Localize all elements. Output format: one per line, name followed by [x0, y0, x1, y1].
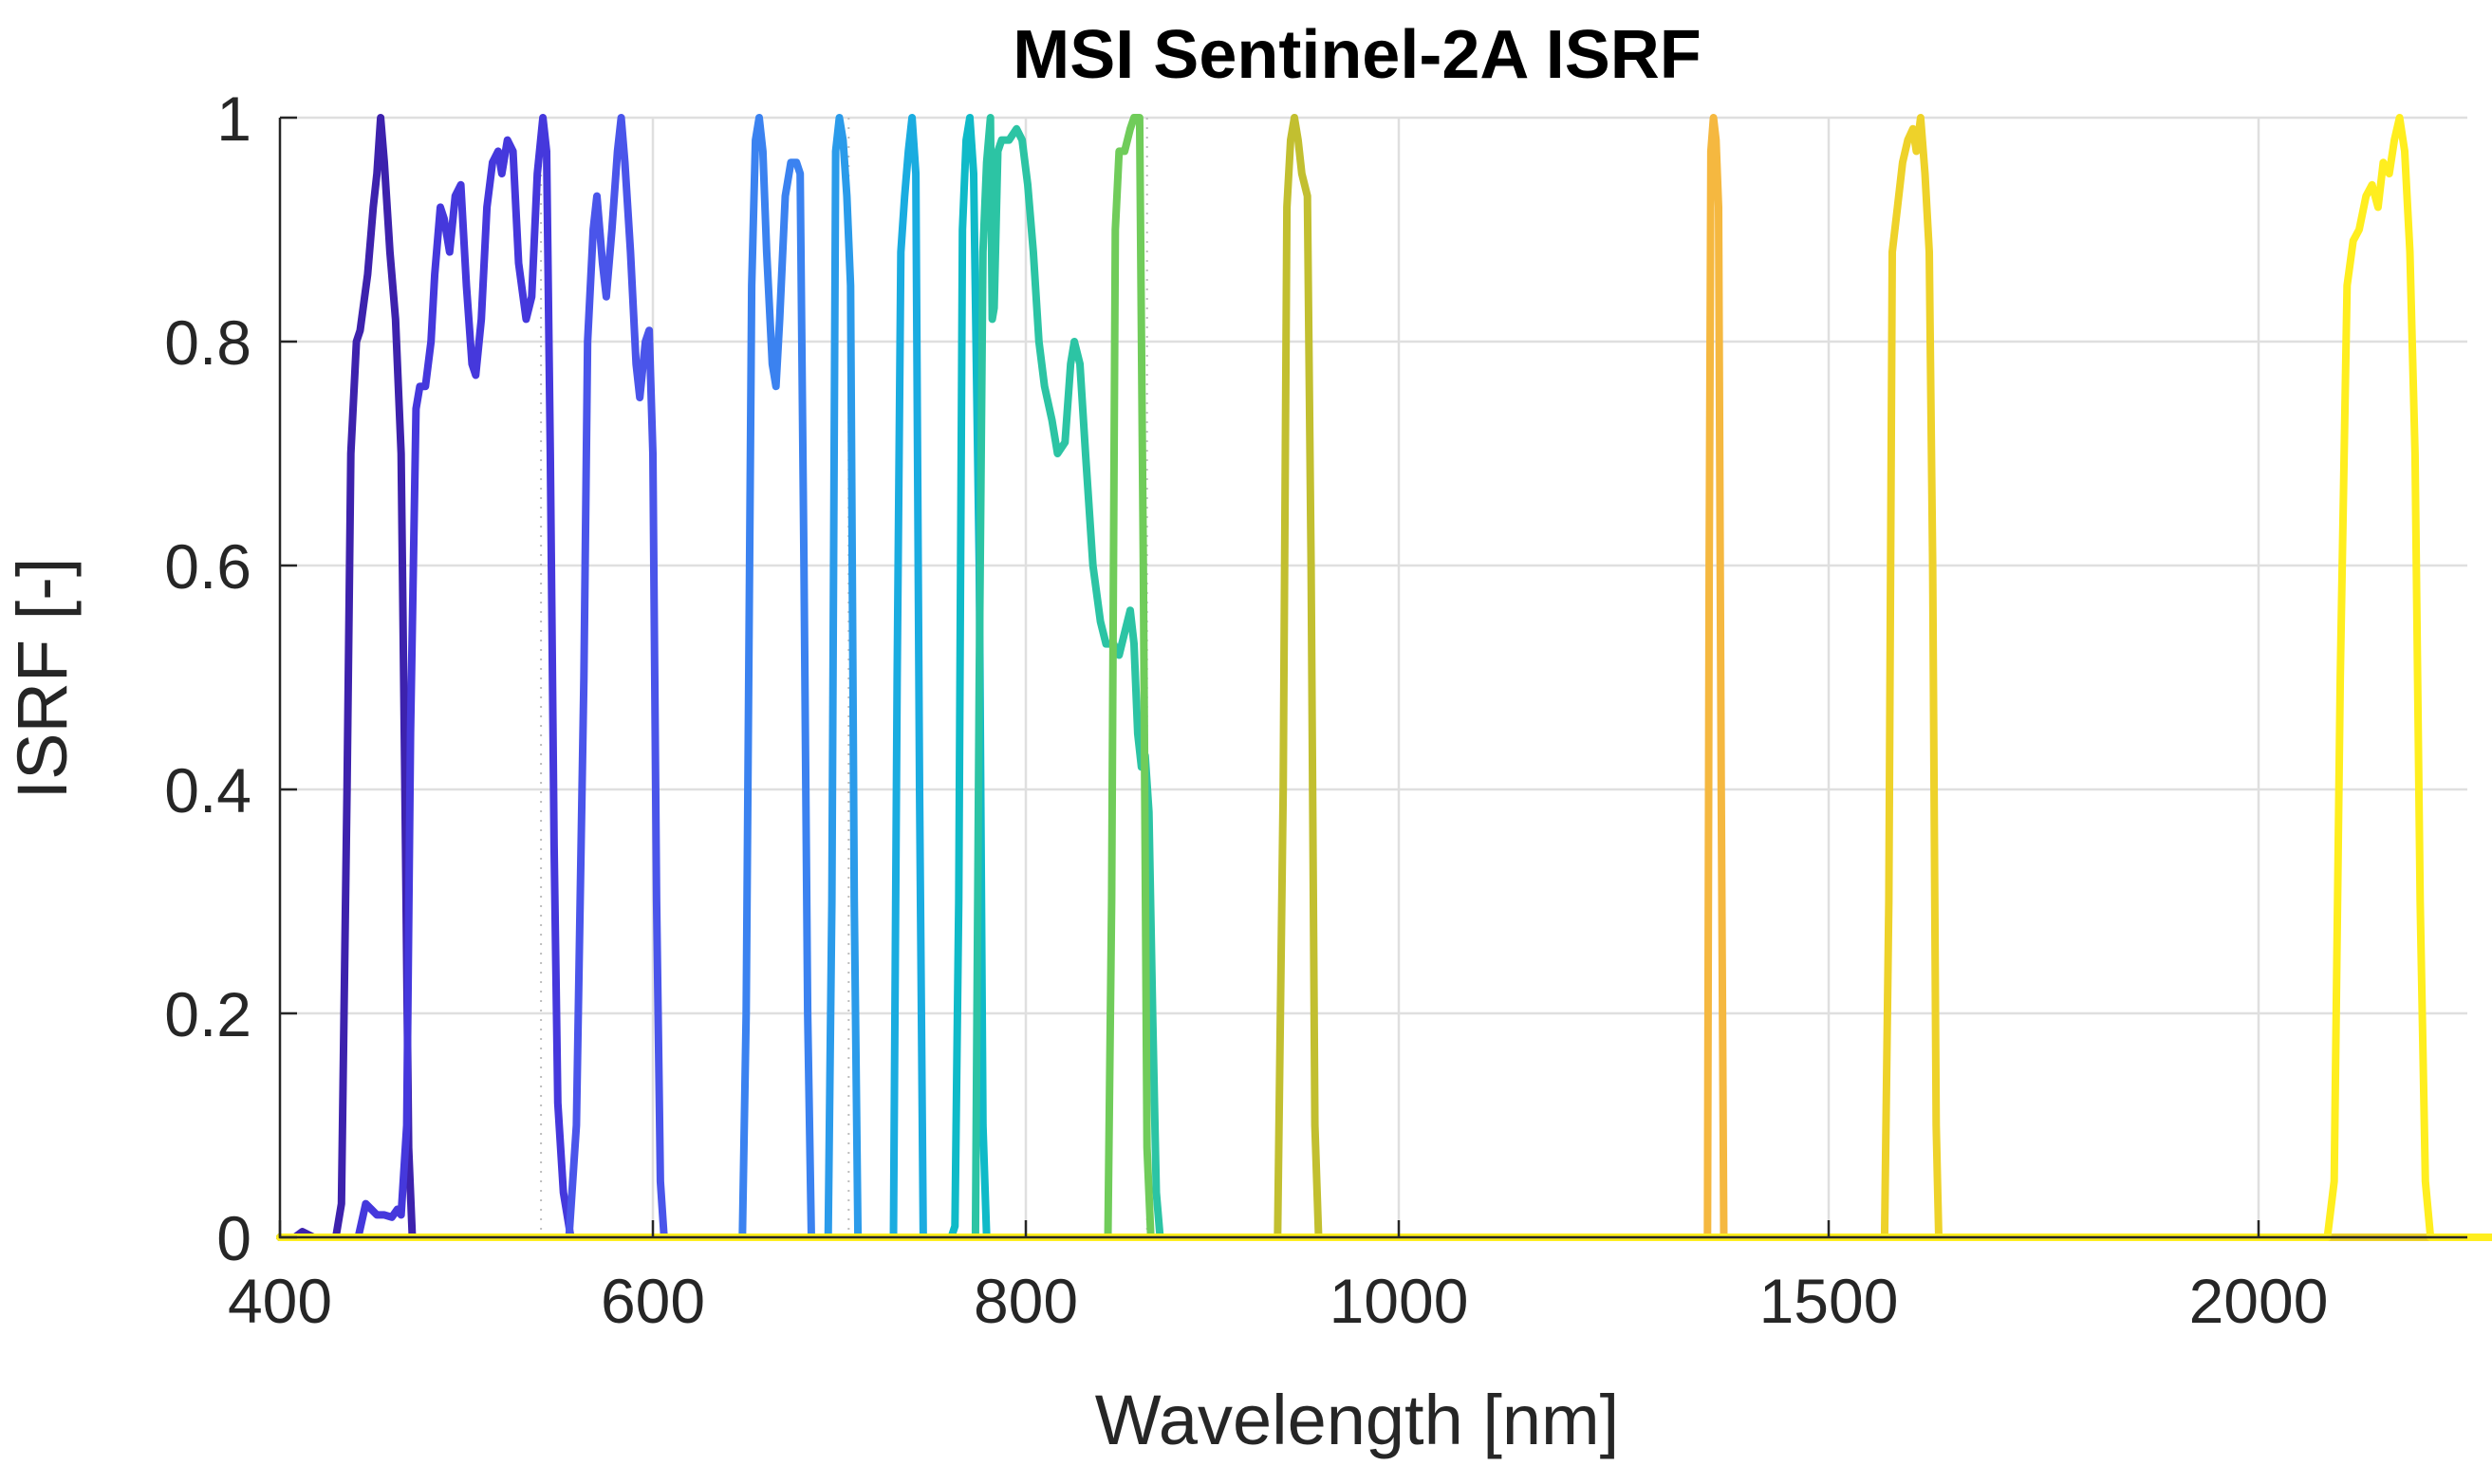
- chart-title: MSI Sentinel-2A ISRF: [1013, 17, 1701, 93]
- series-line-b8: [276, 114, 2492, 1241]
- series-line-b4: [276, 114, 2492, 1241]
- y-tick-label: 1: [216, 83, 251, 154]
- x-tick-label: 800: [974, 1266, 1078, 1336]
- tick-marks: [278, 116, 2260, 1239]
- series-line-b2: [276, 114, 2492, 1241]
- series-line-b3: [276, 114, 2492, 1241]
- series-group: [276, 114, 2492, 1241]
- y-tick-label: 0.2: [164, 979, 251, 1049]
- series-line-b12: [276, 114, 2492, 1241]
- x-tick-labels: 400 600 800 1000 1500 2000: [228, 1266, 2328, 1336]
- series-line-b7: [276, 114, 2492, 1241]
- series-line-b5: [276, 114, 2492, 1241]
- y-tick-labels: 0 0.2 0.4 0.6 0.8 1: [164, 83, 251, 1273]
- x-tick-label: 1000: [1330, 1266, 1469, 1336]
- y-axis-label: ISRF [-]: [3, 558, 82, 800]
- series-line-b9: [276, 114, 2492, 1241]
- x-axis-label: Wavelength [nm]: [1095, 1381, 1620, 1459]
- series-line-b6: [276, 114, 2492, 1241]
- x-tick-label: 600: [601, 1266, 705, 1336]
- y-tick-label: 0: [216, 1203, 251, 1273]
- x-tick-label: 2000: [2189, 1266, 2329, 1336]
- y-tick-label: 0.8: [164, 307, 251, 378]
- y-tick-label: 0.4: [164, 755, 251, 825]
- y-tick-label: 0.6: [164, 531, 251, 602]
- series-line-b10: [276, 114, 2492, 1241]
- series-line-b8a: [276, 114, 2492, 1241]
- series-line-b11: [276, 114, 2492, 1241]
- x-tick-label: 400: [228, 1266, 332, 1336]
- x-tick-label: 1500: [1759, 1266, 1899, 1336]
